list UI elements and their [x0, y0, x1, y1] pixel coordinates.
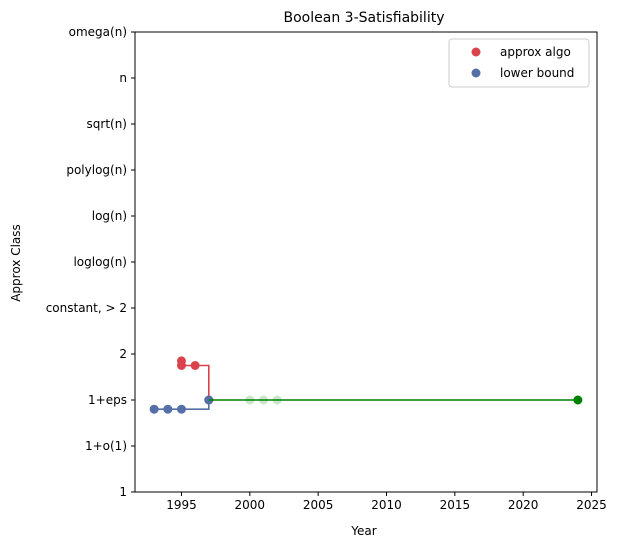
y-tick-label: 2 [119, 347, 127, 361]
y-tick-label: constant, > 2 [46, 301, 127, 315]
y-tick-label: n [119, 71, 127, 85]
y-tick-label: omega(n) [69, 25, 127, 39]
series-3 [208, 395, 583, 405]
y-tick-label: log(n) [92, 209, 127, 223]
legend: approx algo lower bound [448, 38, 590, 88]
series-line [181, 364, 210, 400]
y-tick-label: loglog(n) [73, 255, 127, 269]
y-tick-label: 1 [119, 485, 127, 499]
legend-marker [471, 68, 481, 78]
series-1 [149, 395, 214, 414]
y-tick-label: sqrt(n) [87, 117, 127, 131]
legend-entry-label: lower bound [500, 66, 574, 80]
x-tick-label: 1995 [166, 498, 197, 512]
x-tick-label: 2010 [371, 498, 402, 512]
data-point [176, 361, 186, 370]
x-tick-label: 2000 [235, 498, 266, 512]
y-axis-label: Approx Class [9, 224, 23, 302]
y-tick-label: 1+eps [88, 393, 127, 407]
x-tick-label: 2020 [508, 498, 539, 512]
x-tick-label: 2005 [303, 498, 334, 512]
legend-box [448, 38, 590, 88]
y-axis: 1 1+o(1) 1+eps 2 constant, > 2 loglog(n) log(n… [46, 25, 135, 499]
x-tick-label: 2015 [440, 498, 471, 512]
legend-entry-label: approx algo [500, 45, 571, 59]
y-tick-label: polylog(n) [66, 163, 127, 177]
data-point [149, 404, 159, 414]
data-point [163, 404, 173, 414]
data-point [190, 361, 200, 370]
plot-area [134, 31, 598, 493]
y-tick-label: 1+o(1) [85, 439, 127, 453]
plot-frame [134, 31, 598, 493]
data-point [176, 404, 186, 414]
chart-title: Boolean 3-Satisfiability [284, 10, 445, 26]
x-tick-label: 2025 [576, 498, 607, 512]
x-axis: 1995 2000 2005 2010 2015 2020 2025 [166, 492, 607, 512]
data-point [573, 395, 583, 405]
legend-marker [471, 47, 481, 57]
x-axis-label: Year [350, 524, 376, 538]
